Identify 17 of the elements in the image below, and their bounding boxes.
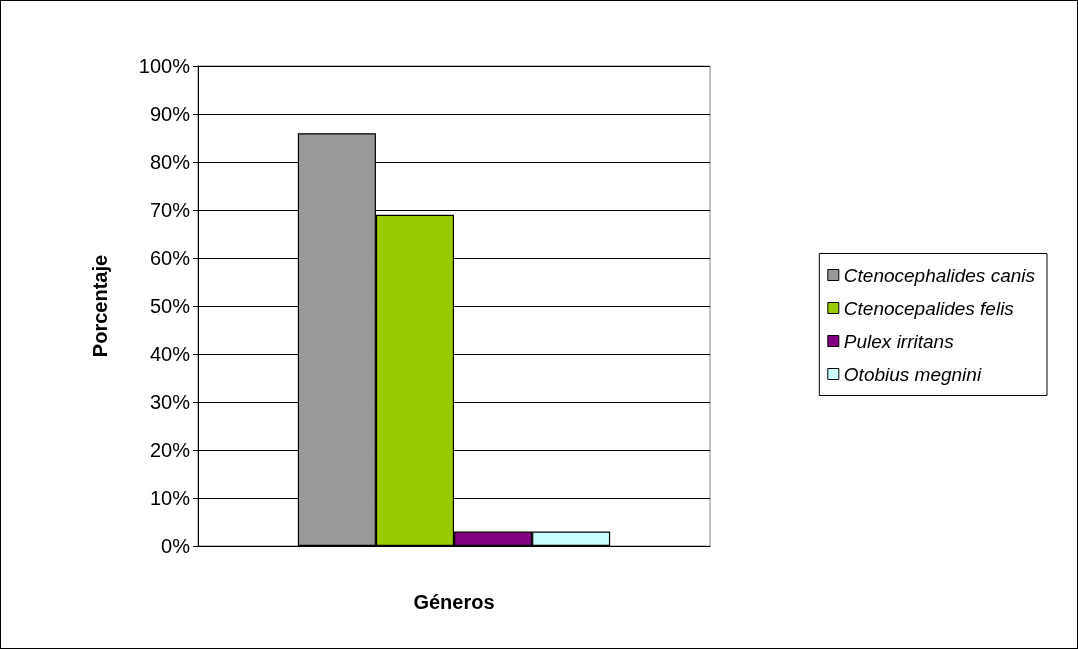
y-tick-label: 40% xyxy=(149,343,191,365)
y-tick-label: 0% xyxy=(161,535,191,557)
y-tick-label: 90% xyxy=(149,103,191,125)
x-axis-title: Géneros xyxy=(413,591,495,613)
legend-label: Otobius megnini xyxy=(843,363,982,385)
legend-label: Ctenocepalides felis xyxy=(843,297,1015,319)
y-tick-label: 60% xyxy=(149,247,191,269)
y-tick-label: 10% xyxy=(149,487,191,509)
y-tick-label: 30% xyxy=(149,391,191,413)
y-tick-label: 80% xyxy=(149,151,191,173)
y-axis-title: Porcentaje xyxy=(89,254,111,358)
y-tick-label: 50% xyxy=(149,295,191,317)
legend-label: Ctenocephalides canis xyxy=(843,264,1036,286)
y-tick-label: 100% xyxy=(138,55,191,77)
legend-label: Pulex irritans xyxy=(843,330,955,352)
y-tick-label: 70% xyxy=(149,199,191,221)
y-tick-label: 20% xyxy=(149,439,191,461)
